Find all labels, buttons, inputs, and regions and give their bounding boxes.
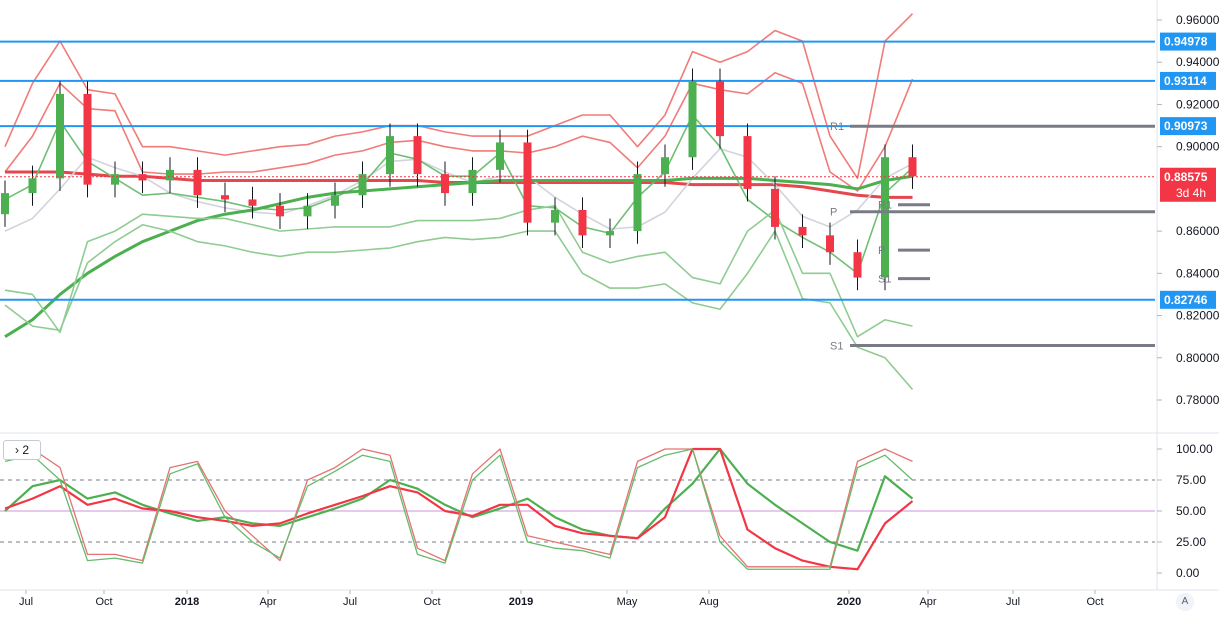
x-tick-label: Jul (1006, 596, 1020, 608)
oscillator-series-line (4, 447, 914, 571)
y-tick-label: 0.96000 (1176, 13, 1219, 27)
candle-body (606, 231, 614, 236)
indicator-series-line (4, 114, 914, 275)
x-tick-label: Jul (19, 596, 33, 608)
oscillator-y-tick-label: 0.00 (1176, 566, 1200, 580)
candle-body (743, 136, 752, 189)
candle-body (523, 142, 532, 223)
countdown-label: 3d 4h (1176, 186, 1206, 200)
candle-body (111, 174, 119, 185)
oscillator-y-tick-label: 100.00 (1176, 442, 1213, 456)
indicator-series-line (4, 71, 914, 192)
level-price-tag (1160, 71, 1216, 90)
candle-body (853, 252, 862, 278)
x-tick-label: Apr (919, 596, 936, 608)
level-price-label: 0.90973 (1164, 119, 1208, 133)
x-tick-label: Oct (423, 596, 440, 608)
last-price-tag (1160, 167, 1216, 202)
y-tick-label: 0.80000 (1176, 351, 1219, 365)
candle-body (908, 157, 917, 177)
x-tick-label: Apr (259, 596, 276, 608)
candle-body (83, 93, 92, 185)
oscillator-y-tick-label: 25.00 (1176, 535, 1206, 549)
oscillator-series-line (4, 448, 913, 570)
pivot-level-label: S1 (830, 341, 843, 353)
candle-body (303, 205, 312, 217)
candle-body (688, 81, 697, 158)
oscillator-y-tick-label: 75.00 (1176, 473, 1206, 487)
candle-body (413, 136, 422, 175)
candle-body (468, 169, 477, 194)
pivot-level-label: R1 (878, 200, 892, 212)
chevron-right-icon: › (14, 443, 19, 457)
candle-body (166, 169, 174, 181)
candle-body (661, 157, 669, 175)
candle-body (28, 178, 37, 194)
x-tick-label: May (617, 596, 638, 608)
x-tick-label: Jul (343, 596, 357, 608)
candle-body (193, 169, 202, 196)
indicator-series-line (4, 174, 913, 338)
candle-body (386, 136, 394, 175)
level-price-tag (1160, 117, 1216, 136)
candle-body (248, 199, 257, 206)
candle-body (826, 235, 834, 253)
pivot-level-label: P (878, 245, 885, 257)
panel-collapse-label: 2 (22, 443, 30, 457)
candle-body (798, 226, 807, 236)
candle-body (578, 210, 587, 236)
candle-body (716, 81, 724, 137)
y-tick-label: 0.86000 (1176, 224, 1219, 238)
candle-body (331, 195, 339, 206)
last-price-label: 0.88575 (1164, 170, 1208, 184)
indicator-series-line (4, 147, 913, 232)
x-tick-label: 2020 (837, 596, 861, 608)
pivot-level-label: S1 (878, 274, 891, 286)
level-price-label: 0.82746 (1164, 293, 1208, 307)
level-price-label: 0.94978 (1164, 35, 1208, 49)
y-tick-label: 0.90000 (1176, 140, 1219, 154)
panel-collapse-button[interactable]: › 2 (3, 440, 41, 460)
candle-body (138, 174, 147, 181)
candle-body (441, 174, 449, 194)
candle-body (771, 188, 779, 227)
level-price-tag (1160, 32, 1216, 51)
pivot-level-label: R1 (830, 121, 844, 133)
y-tick-label: 0.82000 (1176, 309, 1219, 323)
candle-body (551, 210, 559, 223)
candle-body (221, 195, 229, 200)
candle-body (881, 157, 889, 278)
indicator-series-line (4, 223, 914, 390)
y-tick-label: 0.92000 (1176, 97, 1219, 111)
candle-body (633, 174, 642, 232)
auto-scale-button[interactable]: A (1176, 593, 1194, 611)
y-tick-label: 0.78000 (1176, 393, 1219, 407)
indicator-series-line (4, 204, 913, 338)
pivot-level-label: P (830, 207, 837, 219)
x-tick-label: 2019 (509, 596, 533, 608)
oscillator-series-line (4, 448, 913, 568)
x-tick-label: Oct (95, 596, 112, 608)
oscillator-y-tick-label: 50.00 (1176, 504, 1206, 518)
x-tick-label: Oct (1086, 596, 1103, 608)
y-tick-label: 0.94000 (1176, 55, 1219, 69)
level-price-tag (1160, 290, 1216, 309)
candle-body (1, 193, 9, 215)
candle-body (56, 93, 64, 179)
x-tick-label: Aug (699, 596, 719, 608)
candle-body (276, 205, 284, 217)
x-tick-label: 2018 (175, 596, 199, 608)
y-tick-label: 0.84000 (1176, 266, 1219, 280)
candle-body (358, 174, 367, 196)
level-price-label: 0.93114 (1164, 74, 1207, 88)
candle-body (496, 142, 504, 170)
